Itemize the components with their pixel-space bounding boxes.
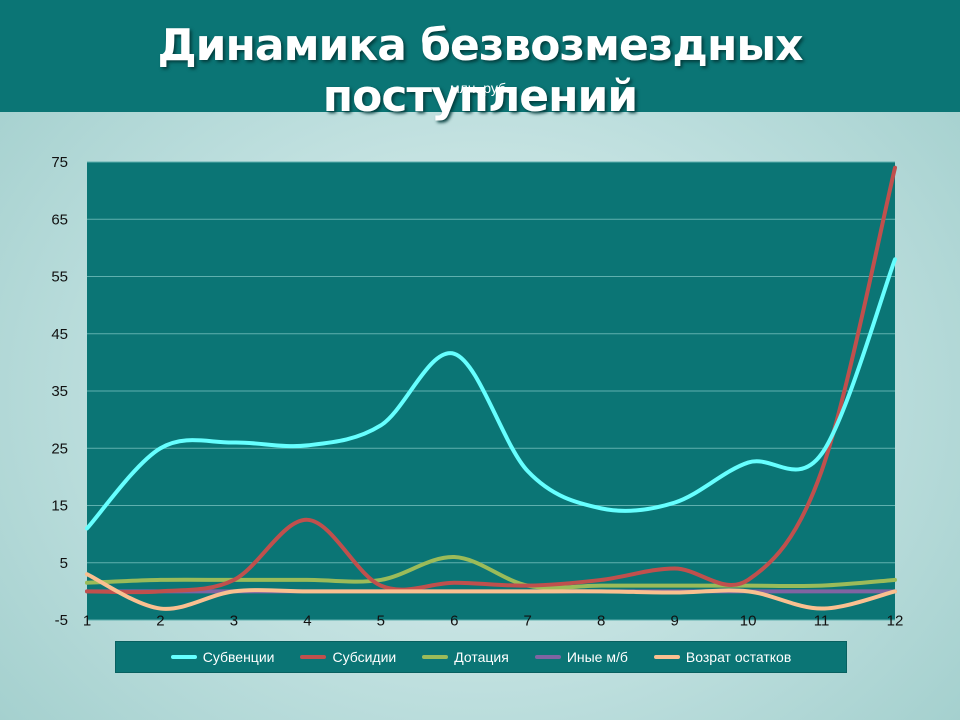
legend-label: Иные м/б	[566, 649, 628, 665]
legend-item: Дотация	[422, 649, 509, 665]
legend-swatch	[653, 655, 680, 659]
series-line-3	[85, 555, 897, 590]
legend-item: Иные м/б	[534, 649, 628, 665]
x-tick-label: 12	[887, 612, 904, 629]
series-line-5	[85, 572, 897, 611]
legend-label: Субвенции	[202, 649, 275, 665]
y-tick-label: 25	[51, 440, 68, 457]
y-tick-label: 45	[51, 326, 68, 343]
x-tick-label: 11	[814, 612, 830, 629]
legend-swatch	[300, 655, 327, 659]
series-lines	[85, 165, 897, 611]
chart-title: Динамика безвозмездных поступлений	[157, 20, 803, 122]
legend-label: Возрат остатков	[685, 649, 792, 665]
y-tick-label: 55	[51, 269, 68, 286]
x-tick-label: 8	[597, 612, 605, 629]
x-tick-label: 7	[524, 612, 532, 629]
legend-item: Субсидии	[300, 649, 396, 665]
y-tick-label: -5	[55, 612, 68, 629]
y-tick-label: 65	[51, 211, 68, 228]
x-tick-label: 10	[740, 612, 757, 629]
legend-label: Дотация	[454, 649, 509, 665]
gridlines	[87, 161, 895, 621]
y-tick-label: 75	[51, 154, 68, 171]
x-tick-label: 3	[230, 612, 238, 629]
legend-swatch	[534, 655, 561, 659]
x-tick-label: 1	[83, 612, 91, 629]
legend-label: Субсидии	[332, 649, 397, 665]
x-tick-label: 9	[670, 612, 678, 629]
legend-item: Субвенции	[170, 649, 275, 665]
x-tick-label: 2	[156, 612, 164, 629]
x-axis: 1 2 3 4 5 6 7 8 9 10 11 12	[83, 612, 904, 629]
series-line-1	[85, 257, 897, 531]
title-banner: Динамика безвозмездных поступлений млн. …	[0, 0, 960, 122]
y-tick-label: 5	[60, 555, 68, 572]
legend-swatch	[170, 655, 197, 659]
y-axis: 75 65 55 45 35 25 15 5 -5	[51, 154, 68, 629]
legend: Субвенции Субсидии Дотация Иные м/б Возрат о…	[115, 641, 847, 673]
x-tick-label: 4	[303, 612, 311, 629]
series-line-2	[85, 165, 897, 595]
y-tick-label: 35	[51, 383, 68, 400]
legend-item: Возрат остатков	[653, 649, 792, 665]
legend-swatch	[422, 655, 449, 659]
x-tick-label: 5	[377, 612, 385, 629]
x-tick-label: 6	[450, 612, 458, 629]
chart-subtitle: млн. руб.	[450, 80, 510, 96]
y-tick-label: 15	[51, 498, 68, 515]
